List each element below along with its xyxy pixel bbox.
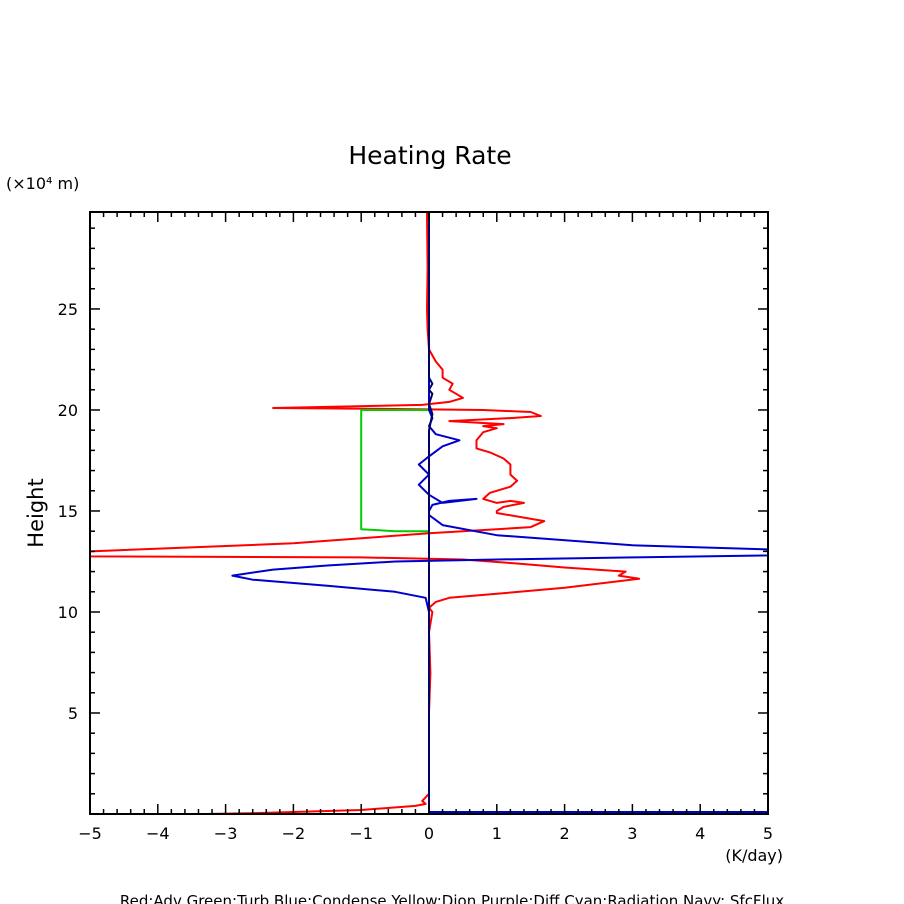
series-line-sfcflux [428,212,434,814]
x-tick-label: 0 [424,824,434,843]
series-line-condense [231,212,768,814]
x-tick-label: 2 [560,824,570,843]
x-tick-label: −3 [214,824,238,843]
y-axis-label: Height [24,478,48,547]
legend-footer: Red:Adv Green:Turb Blue:Condense Yellow:… [120,892,784,904]
x-tick-label: −1 [349,824,373,843]
x-tick-label: 4 [695,824,705,843]
y-tick-label: 20 [58,401,78,420]
series-line-adv [90,212,641,814]
y-tick-label: 25 [58,300,78,319]
x-tick-label: 1 [492,824,502,843]
x-tick-label: 3 [627,824,637,843]
plot-lines [90,212,768,814]
x-tick-label: −5 [78,824,102,843]
y-tick-label: 15 [58,502,78,521]
x-tick-label: −4 [146,824,170,843]
chart-title: Heating Rate [348,141,511,170]
y-tick-label: 10 [58,603,78,622]
y-tick-label: 5 [68,704,78,723]
axes: −5 −4 −3 −2 −1 0 1 2 3 4 5 5 10 15 20 25 [58,211,773,843]
y-unit-label: (×10⁴ m) [6,174,79,193]
x-tick-label: 5 [763,824,773,843]
x-tick-label: −2 [282,824,306,843]
x-unit-label: (K/day) [725,846,783,865]
series-line-turb [360,409,429,533]
